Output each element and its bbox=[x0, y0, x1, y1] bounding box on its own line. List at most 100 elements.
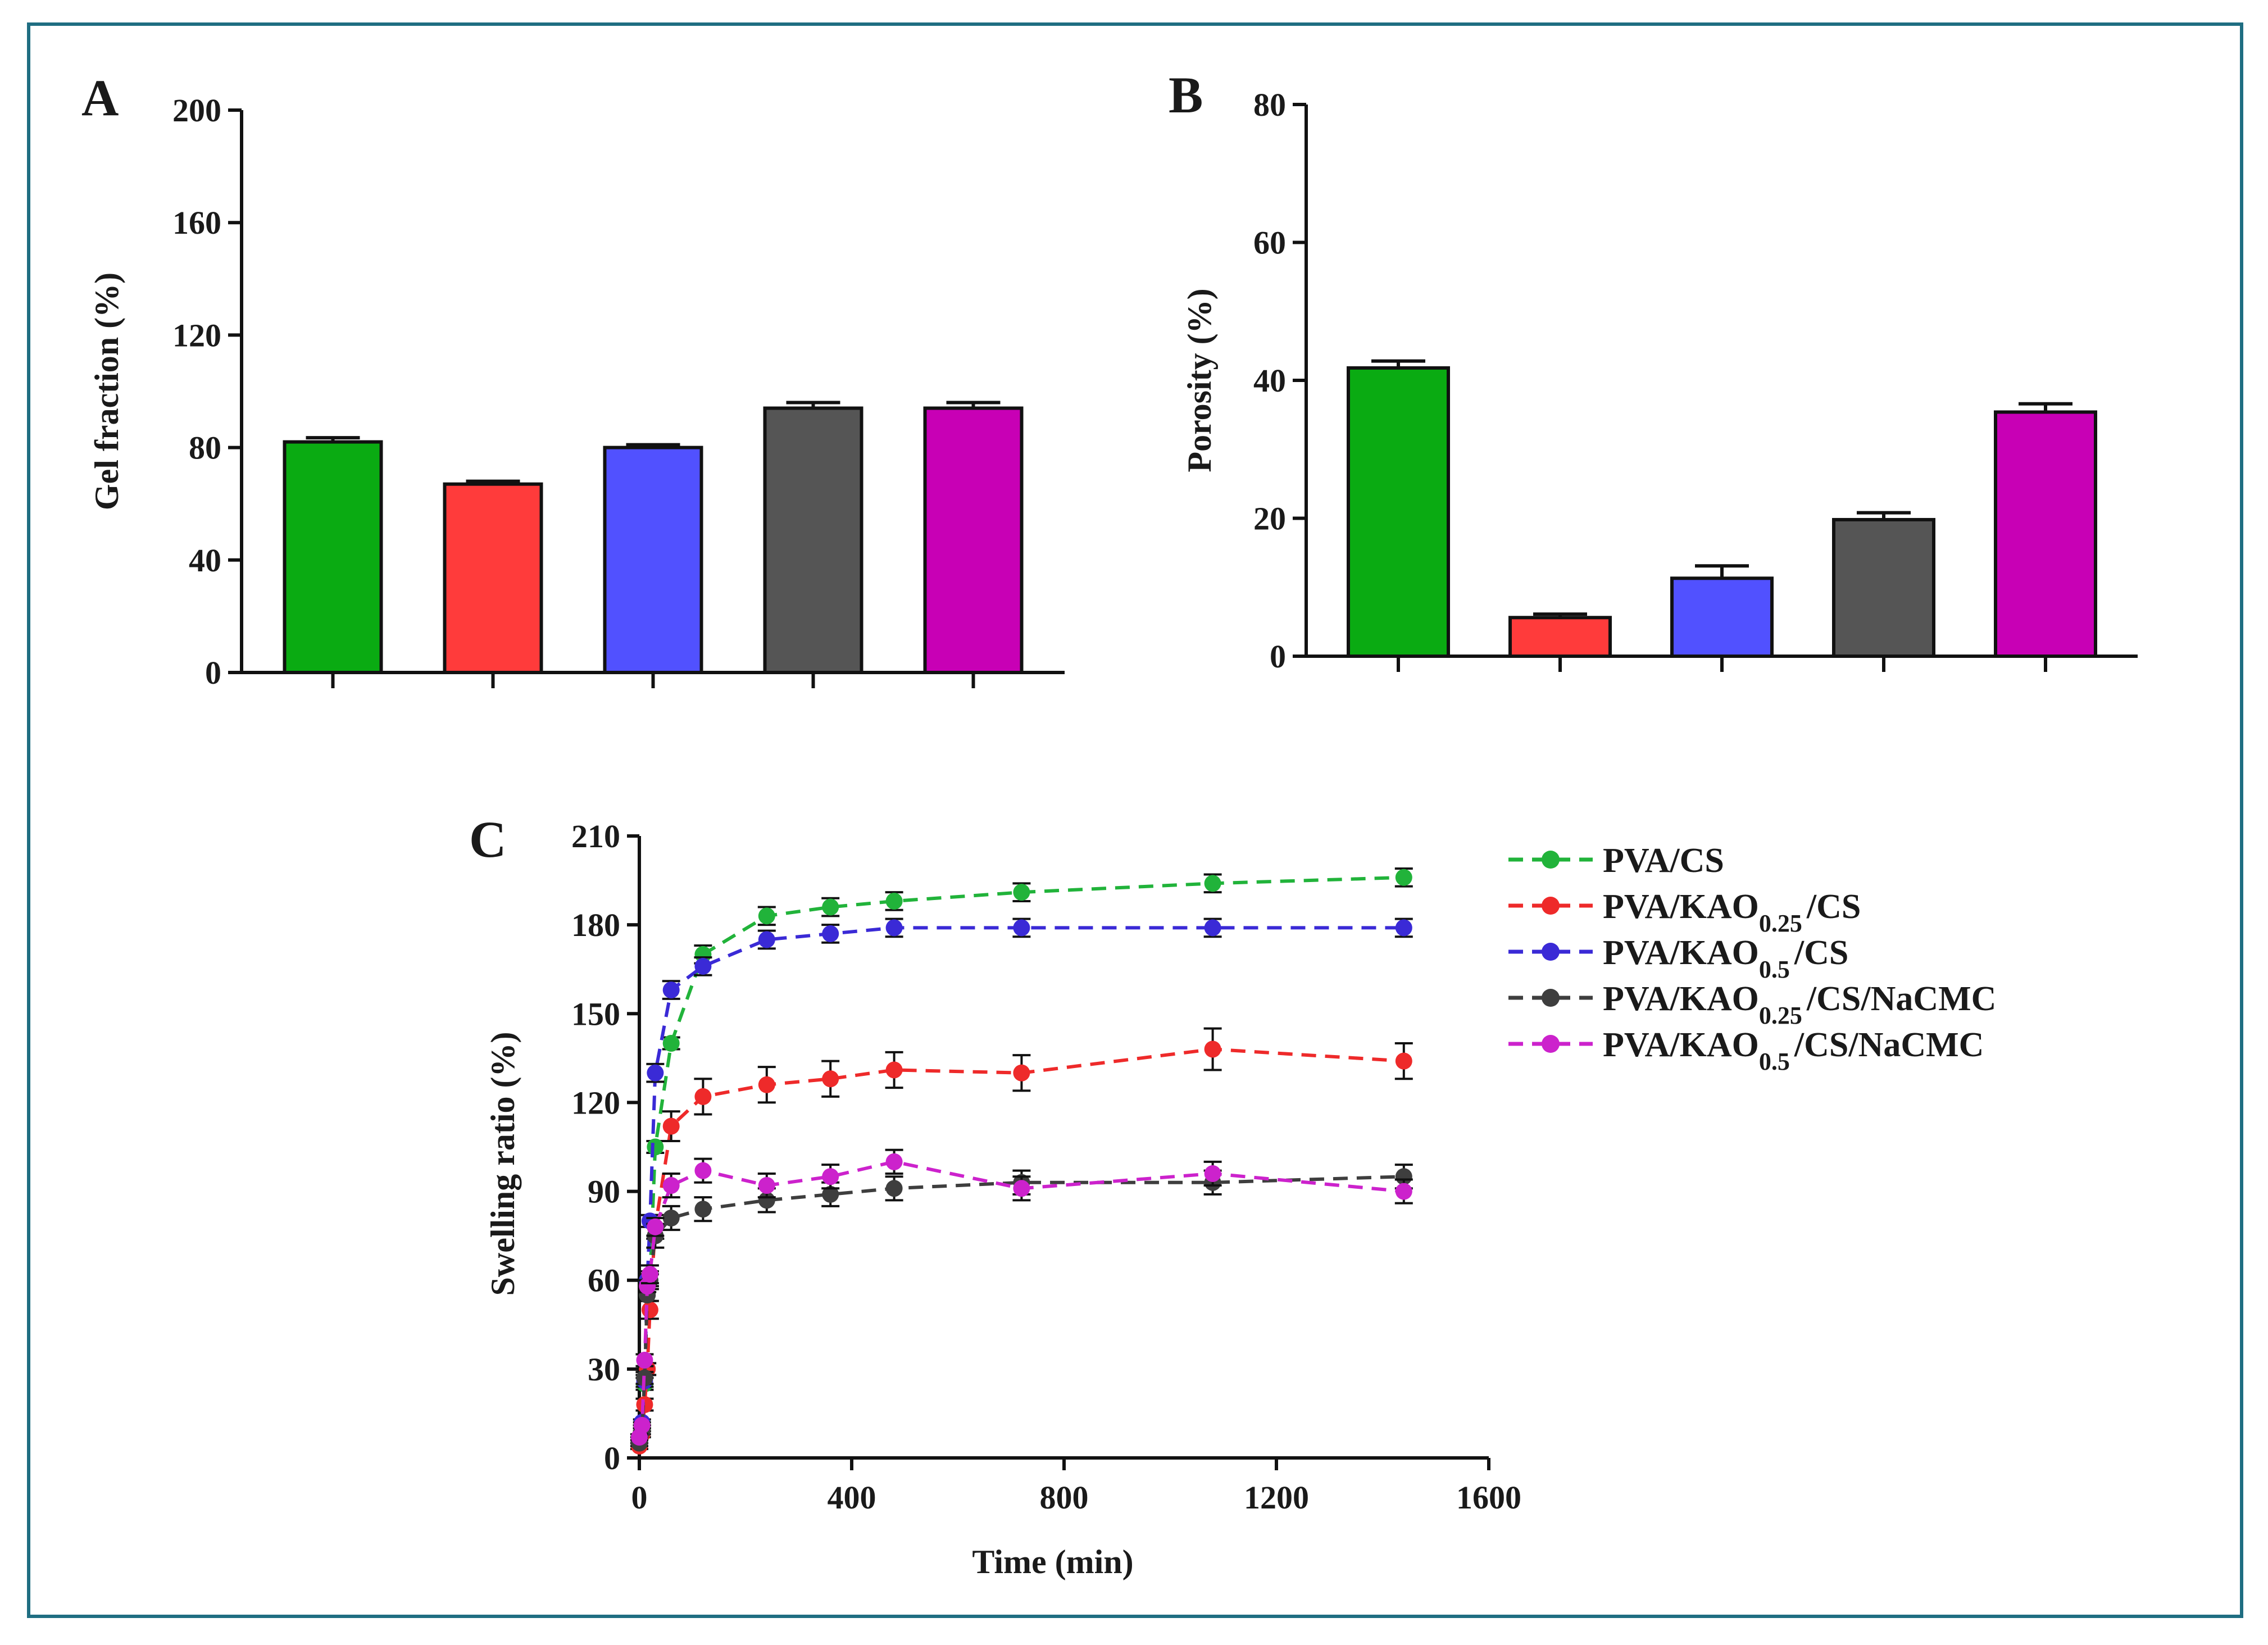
y-tick-label: 0 bbox=[205, 655, 221, 691]
legend-base: PVA/KAO bbox=[1603, 888, 1759, 926]
legend-marker-2 bbox=[1542, 897, 1560, 915]
y-tick-label: 180 bbox=[571, 907, 620, 943]
y-tick-label: 160 bbox=[172, 205, 221, 241]
data-point bbox=[758, 907, 775, 925]
data-point bbox=[758, 1076, 775, 1093]
data-point bbox=[1204, 1040, 1221, 1058]
data-point bbox=[647, 1064, 664, 1081]
y-axis-title: Gel fraction (%) bbox=[88, 272, 125, 510]
y-tick-label: 120 bbox=[571, 1084, 620, 1121]
y-tick-label: 120 bbox=[172, 317, 221, 353]
y-tick-label: 150 bbox=[571, 996, 620, 1032]
y-tick-label: 0 bbox=[1270, 638, 1286, 675]
series-line-5 bbox=[638, 1160, 1405, 1438]
data-point bbox=[758, 1192, 775, 1209]
legend-suffix: /CS bbox=[1794, 934, 1848, 972]
bar-4 bbox=[1832, 517, 1935, 658]
bar-1 bbox=[1347, 366, 1450, 658]
series-line-1 bbox=[638, 875, 1404, 1444]
bar-1 bbox=[283, 440, 383, 675]
series-line-2 bbox=[638, 1047, 1404, 1447]
x-tick-label: 400 bbox=[828, 1479, 876, 1516]
legend-label-3: PVA/KAO0.5/CS bbox=[1603, 934, 1848, 983]
y-tick-label: 20 bbox=[1253, 501, 1286, 537]
data-point bbox=[1013, 884, 1030, 901]
x-tick-label: 1600 bbox=[1456, 1479, 1521, 1516]
data-point bbox=[822, 1070, 839, 1088]
panel-label-a: A bbox=[81, 69, 119, 126]
data-point bbox=[885, 1061, 903, 1079]
figure-frame bbox=[27, 22, 2243, 1618]
data-point bbox=[885, 892, 903, 910]
y-tick-label: 200 bbox=[172, 92, 221, 129]
legend-base: PVA/KAO bbox=[1603, 1026, 1759, 1064]
x-tick-label: 0 bbox=[631, 1479, 648, 1516]
data-point bbox=[885, 1180, 903, 1197]
y-tick-label: 80 bbox=[1253, 87, 1286, 123]
data-point bbox=[694, 946, 712, 963]
legend-subscript: 0.5 bbox=[1759, 1048, 1790, 1075]
y-tick-label: 30 bbox=[588, 1351, 620, 1388]
chart-a: 0 40 80 120 160 200 Gel fraction (%) bbox=[88, 92, 1065, 691]
data-point bbox=[758, 1177, 775, 1194]
data-point bbox=[885, 1153, 903, 1170]
y-tick-label: 40 bbox=[1253, 362, 1286, 399]
data-point bbox=[1395, 919, 1412, 937]
legend-marker-4 bbox=[1542, 989, 1560, 1007]
legend-c: PVA/CSPVA/KAO0.25/CSPVA/KAO0.5/CSPVA/KAO… bbox=[1508, 842, 1996, 1075]
x-tick-label: 1200 bbox=[1244, 1479, 1309, 1516]
legend-marker-1 bbox=[1542, 851, 1560, 869]
data-point bbox=[694, 1162, 712, 1179]
data-point bbox=[694, 1088, 712, 1105]
chart-b: 0 20 40 60 80 Porosity (%) bbox=[1181, 87, 2138, 675]
y-axis-title: Porosity (%) bbox=[1181, 288, 1218, 472]
data-point bbox=[885, 919, 903, 937]
legend-base: PVA/KAO bbox=[1603, 934, 1759, 972]
data-point bbox=[1204, 919, 1221, 937]
data-point bbox=[647, 1138, 664, 1156]
data-point bbox=[662, 981, 680, 999]
legend-suffix: /CS/NaCMC bbox=[1794, 1026, 1984, 1064]
data-point bbox=[636, 1352, 653, 1369]
legend-subscript: 0.25 bbox=[1759, 910, 1802, 937]
bar-4 bbox=[763, 406, 863, 675]
chart-c: 0 30 60 90 120 150 180 210 0 400 800 1200 1600 Time (… bbox=[484, 818, 1521, 1580]
data-point bbox=[1013, 1180, 1030, 1197]
panel-label-b: B bbox=[1169, 66, 1203, 124]
y-tick-label: 60 bbox=[588, 1262, 620, 1299]
data-point bbox=[822, 1168, 839, 1185]
y-tick-label: 60 bbox=[1253, 225, 1286, 261]
bar-2 bbox=[443, 482, 543, 674]
data-point bbox=[822, 925, 839, 942]
data-point bbox=[1395, 1052, 1412, 1070]
y-tick-label: 40 bbox=[189, 542, 221, 579]
data-point bbox=[1013, 919, 1030, 937]
legend-subscript: 0.5 bbox=[1759, 956, 1790, 983]
series-line-4 bbox=[638, 1175, 1404, 1444]
data-point bbox=[1013, 1064, 1030, 1081]
data-point bbox=[633, 1417, 651, 1434]
legend-suffix: /CS/NaCMC bbox=[1806, 980, 1997, 1018]
data-point bbox=[1204, 875, 1221, 892]
x-axis-title: Time (min) bbox=[972, 1543, 1133, 1580]
panel-label-c: C bbox=[469, 811, 506, 868]
y-tick-label: 0 bbox=[604, 1440, 620, 1476]
data-point bbox=[694, 957, 712, 975]
data-point bbox=[641, 1266, 658, 1283]
data-point bbox=[758, 931, 775, 948]
bar-2 bbox=[1508, 616, 1612, 658]
data-point bbox=[662, 1117, 680, 1135]
data-point bbox=[1395, 1183, 1412, 1200]
legend-marker-5 bbox=[1542, 1035, 1560, 1053]
bar-5 bbox=[923, 406, 1024, 675]
y-tick-label: 90 bbox=[588, 1174, 620, 1210]
data-point bbox=[1204, 1165, 1221, 1182]
bar-5 bbox=[1994, 410, 2097, 658]
data-point bbox=[662, 1035, 680, 1052]
y-tick-label: 80 bbox=[189, 430, 221, 466]
legend-label-5: PVA/KAO0.5/CS/NaCMC bbox=[1603, 1026, 1984, 1075]
legend-suffix: /CS bbox=[1806, 888, 1861, 926]
data-point bbox=[662, 1210, 680, 1227]
y-axis-title: Swelling ratio (%) bbox=[484, 1032, 521, 1296]
